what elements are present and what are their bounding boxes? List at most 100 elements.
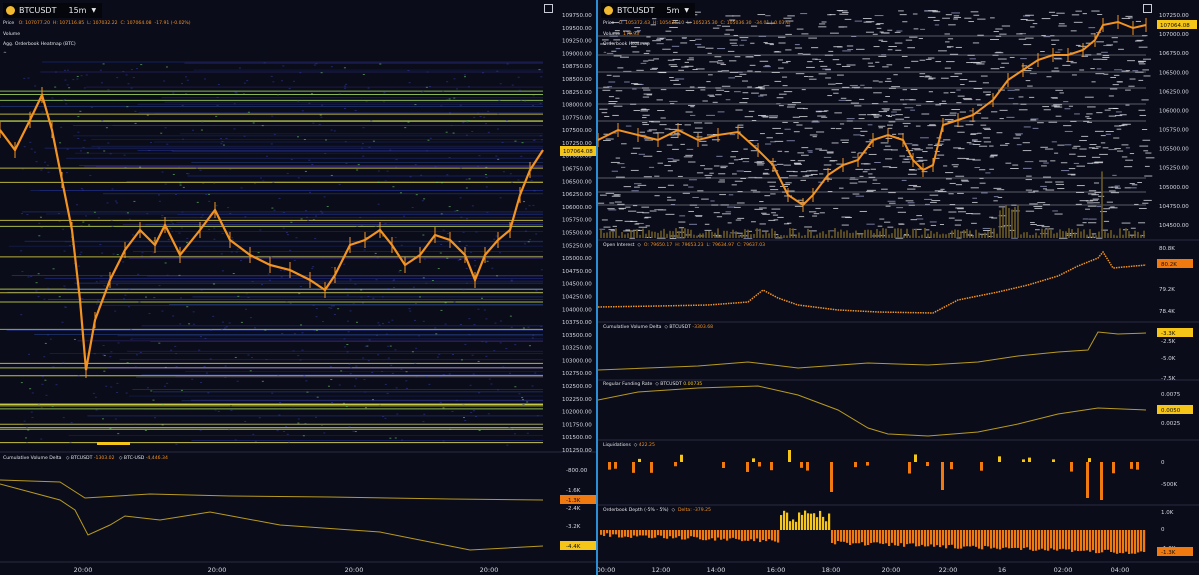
liquidation-bar — [1130, 462, 1133, 469]
heatmap-cell — [133, 200, 136, 202]
heatmap-cell — [995, 28, 1003, 30]
heatmap-cell — [297, 422, 300, 424]
heatmap-cell — [83, 87, 86, 89]
volume-bar — [831, 235, 833, 238]
heatmap-cell — [925, 229, 930, 231]
heatmap-cell — [875, 61, 880, 63]
collapse-icon[interactable]: ^ — [3, 52, 7, 57]
heatmap-cell — [910, 219, 918, 221]
panel-divider[interactable] — [596, 0, 598, 575]
heatmap-cell — [384, 417, 387, 419]
depth-bar — [945, 530, 948, 549]
heatmap-cell — [669, 26, 678, 28]
left-chart-canvas[interactable]: 109750.00109500.00109250.00109000.001087… — [0, 0, 596, 575]
chevron-down-icon[interactable]: ▼ — [91, 7, 97, 14]
symbol-selector-left[interactable]: BTCUSDT 15m ▼ — [3, 3, 103, 18]
depth-bar — [684, 530, 687, 540]
chevron-down-icon[interactable]: ▼ — [684, 7, 689, 14]
heatmap-cell — [725, 99, 731, 101]
heatmap-cell — [345, 83, 348, 85]
heatmap-cell — [623, 186, 632, 188]
heatmap-cell — [938, 190, 947, 192]
heatmap-cell — [141, 255, 144, 257]
symbol-selector-right[interactable]: BTCUSDT 5m ▼ — [601, 3, 695, 18]
heatmap-cell — [1091, 156, 1101, 158]
heatmap-cell — [323, 196, 326, 198]
heatmap-cell — [717, 62, 725, 64]
heatmap-cell — [759, 223, 766, 225]
heatmap-cell — [1105, 133, 1111, 135]
timeframe-label[interactable]: 15m — [68, 6, 87, 15]
heatmap-cell — [770, 141, 776, 143]
heatmap-cell — [950, 75, 959, 77]
heatmap-cell — [536, 415, 539, 417]
heatmap-cell — [973, 14, 980, 16]
depth-bar — [699, 530, 702, 540]
fullscreen-icon[interactable] — [1143, 4, 1152, 13]
heatmap-cell — [1100, 211, 1107, 213]
heatmap-cell — [933, 209, 942, 211]
heatmap-cell — [485, 318, 488, 320]
heatmap-cell — [684, 61, 690, 63]
heatmap-cell — [333, 314, 336, 316]
heatmap-cell — [674, 132, 680, 134]
heatmap-cell — [949, 204, 956, 206]
heatmap-cell — [790, 159, 796, 161]
heatmap-cell — [465, 267, 468, 269]
heatmap-cell — [849, 178, 859, 180]
heatmap-cell — [414, 302, 417, 304]
depth-bar — [741, 530, 744, 542]
liquidation-bar — [908, 462, 911, 474]
heatmap-cell — [283, 430, 286, 432]
heatmap-cell — [1040, 146, 1048, 148]
volume-bar — [729, 234, 731, 238]
heatmap-cell — [244, 421, 247, 423]
heatmap-cell — [1018, 38, 1027, 40]
depth-bar — [1104, 530, 1107, 550]
heatmap-cell — [220, 138, 223, 140]
collapse-icon[interactable]: ^ — [603, 52, 607, 57]
heatmap-cell — [261, 380, 264, 382]
volume-bar — [1011, 209, 1013, 238]
heatmap-cell — [713, 165, 720, 167]
heatmap-cell — [667, 196, 672, 198]
heatmap-cell — [688, 104, 696, 106]
heatmap-cell — [1134, 203, 1139, 205]
timeframe-label[interactable]: 5m — [666, 6, 680, 15]
heatmap-cell — [150, 142, 153, 144]
heatmap-cell — [496, 275, 499, 277]
heatmap-cell — [907, 202, 915, 204]
heatmap-cell — [970, 11, 979, 13]
heatmap-cell — [66, 84, 69, 86]
fullscreen-icon[interactable] — [544, 4, 553, 13]
heatmap-cell — [1110, 192, 1119, 194]
price-axis-tick: 106750.00 — [562, 167, 592, 173]
heatmap-cell — [667, 184, 674, 186]
heatmap-cell — [694, 43, 702, 45]
depth-bar — [666, 530, 669, 539]
heatmap-cell — [976, 63, 985, 65]
heatmap-cell — [279, 269, 282, 271]
heatmap-cell — [804, 226, 812, 228]
heatmap-cell — [1119, 125, 1125, 127]
heatmap-cell — [237, 295, 240, 297]
heatmap-cell — [624, 81, 630, 83]
depth-bar — [924, 530, 927, 547]
heatmap-cell — [285, 301, 288, 303]
heatmap-cell — [924, 198, 933, 200]
volume-bar — [672, 231, 674, 238]
heatmap-cell — [785, 49, 792, 51]
liquidation-bar — [752, 458, 755, 462]
heatmap-cell — [651, 121, 661, 123]
right-chart-canvas[interactable]: 107250.00107000.00106750.00106500.001062… — [598, 0, 1199, 575]
heatmap-cell — [1006, 116, 1015, 118]
heatmap-cell — [618, 207, 627, 209]
heatmap-cell — [321, 212, 324, 214]
volume-bar — [864, 229, 866, 238]
heatmap-cell — [825, 178, 832, 180]
heatmap-cell — [873, 46, 880, 48]
heatmap-cell — [141, 252, 144, 254]
volume-bar — [1092, 234, 1094, 238]
heatmap-cell — [460, 216, 463, 218]
heatmap-cell — [422, 421, 425, 423]
